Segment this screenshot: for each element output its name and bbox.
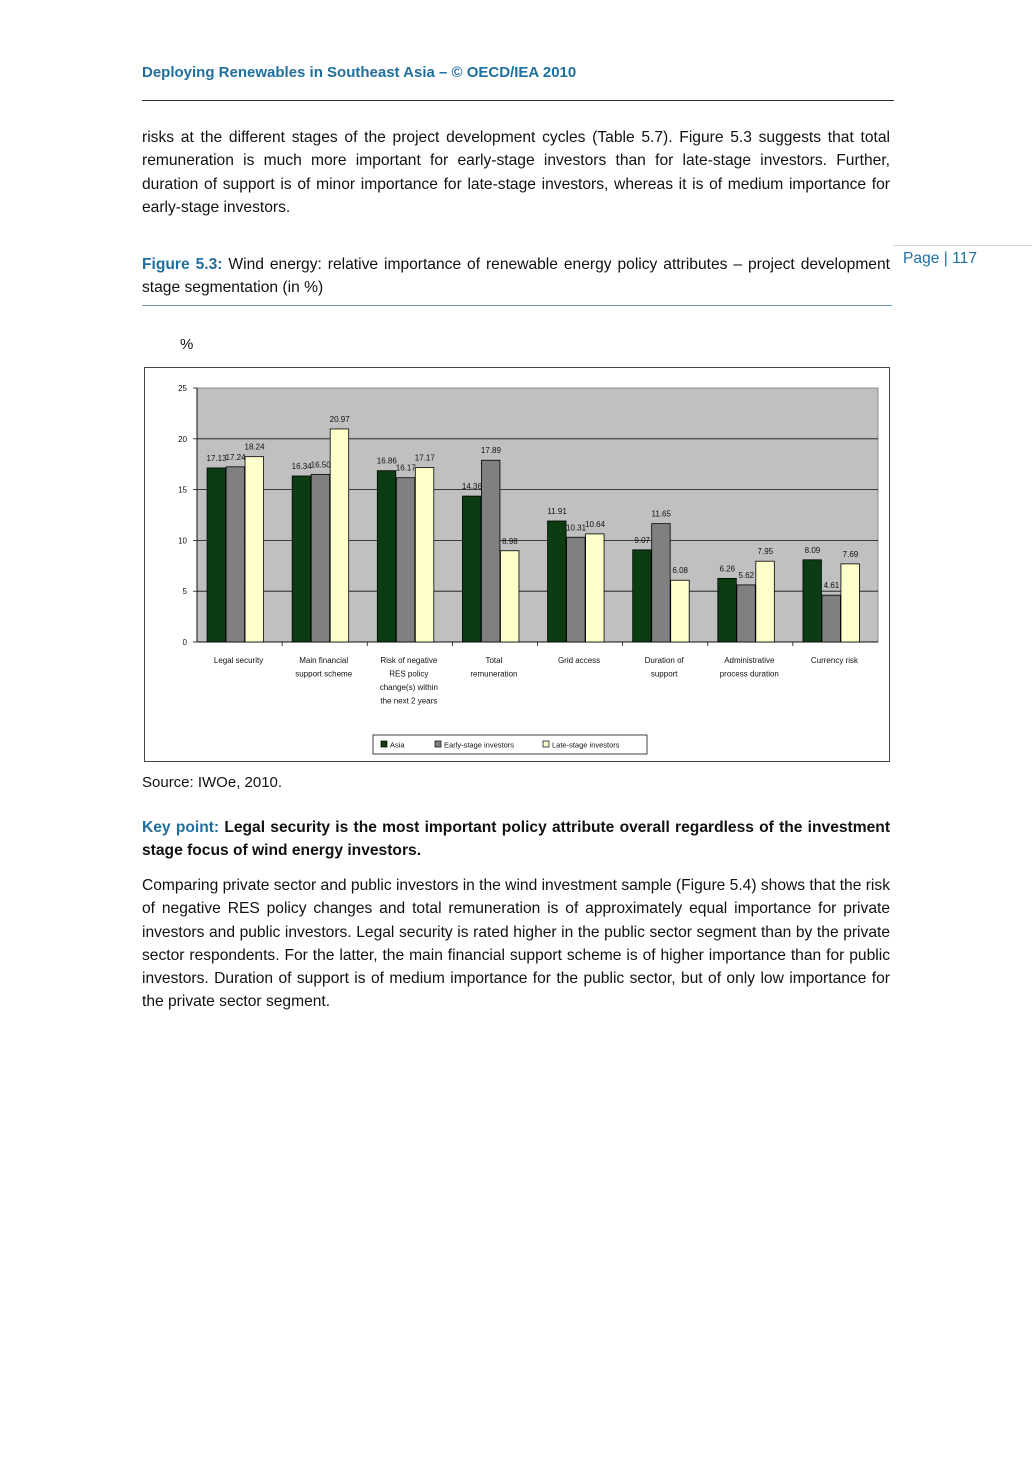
page-number-rule — [893, 245, 1032, 246]
running-header: Deploying Renewables in Southeast Asia –… — [142, 64, 577, 81]
legend-swatch — [542, 740, 550, 748]
bar — [310, 473, 331, 643]
x-tick-label: Total — [485, 656, 502, 665]
bar — [329, 428, 350, 643]
y-tick-label: 10 — [178, 536, 187, 545]
bar — [840, 563, 860, 643]
figure-caption-text: Wind energy: relative importance of rene… — [142, 256, 890, 296]
bar — [500, 550, 520, 643]
x-tick-label: Legal security — [214, 656, 263, 665]
bar — [821, 594, 841, 643]
data-label: 18.24 — [245, 443, 266, 452]
bar — [585, 533, 605, 643]
bar — [566, 536, 586, 643]
x-tick-label: Grid access — [558, 656, 600, 665]
data-label: 14.36 — [462, 482, 483, 491]
data-label: 10.64 — [585, 520, 606, 529]
data-label: 10.31 — [566, 523, 587, 532]
x-tick-label: the next 2 years — [380, 697, 437, 706]
x-tick-label: process duration — [720, 670, 779, 679]
bar — [717, 577, 737, 643]
legend-label: Asia — [390, 741, 405, 750]
x-tick-label: Main financial — [299, 656, 348, 665]
closing-paragraph: Comparing private sector and public inve… — [142, 877, 890, 1011]
chart-unit-label: % — [180, 336, 194, 353]
data-label: 17.13 — [207, 454, 228, 463]
x-tick-label: support scheme — [295, 670, 352, 679]
bar — [670, 579, 690, 643]
bar — [736, 584, 756, 643]
data-label: 4.61 — [824, 581, 840, 590]
bar — [802, 559, 822, 643]
data-label: 16.34 — [292, 462, 313, 471]
legend-swatch — [434, 740, 442, 748]
bar — [395, 477, 416, 643]
legend — [372, 734, 648, 755]
bar — [291, 475, 312, 643]
y-tick-label: 0 — [183, 638, 188, 647]
header-rule — [142, 100, 894, 101]
bar — [206, 467, 226, 643]
data-label: 20.97 — [330, 415, 351, 424]
bar — [376, 470, 397, 643]
x-tick-label: Duration of — [645, 656, 685, 665]
data-label: 17.17 — [415, 454, 436, 463]
x-tick-label: Risk of negative — [380, 656, 437, 665]
legend-label: Early-stage investors — [444, 741, 514, 750]
figure-label: Figure 5.3: — [142, 256, 223, 273]
y-tick-label: 15 — [178, 486, 187, 495]
data-label: 17.24 — [226, 453, 247, 462]
bar — [481, 459, 501, 643]
x-tick-label: change(s) within — [380, 683, 438, 692]
caption-rule — [142, 305, 892, 306]
data-label: 6.08 — [672, 566, 688, 575]
data-label: 9.07 — [634, 536, 650, 545]
figure-caption: Figure 5.3: Wind energy: relative import… — [142, 253, 890, 299]
data-label: 17.89 — [481, 446, 502, 455]
y-tick-label: 25 — [178, 384, 187, 393]
x-tick-label: support — [651, 670, 678, 679]
y-tick-label: 5 — [183, 587, 188, 596]
bar — [244, 456, 264, 643]
bar — [755, 560, 775, 643]
data-label: 11.65 — [651, 510, 671, 519]
y-tick-label: 20 — [178, 435, 187, 444]
data-label: 8.98 — [502, 537, 518, 546]
x-tick-label: remuneration — [470, 670, 517, 679]
intro-paragraph: risks at the different stages of the pro… — [142, 129, 890, 216]
data-label: 8.09 — [805, 546, 821, 555]
bar — [632, 549, 652, 643]
key-point: Key point: Legal security is the most im… — [142, 816, 890, 862]
data-label: 16.50 — [311, 460, 332, 469]
data-label: 7.69 — [843, 550, 859, 559]
key-point-text: Legal security is the most important pol… — [142, 819, 891, 859]
data-label: 16.17 — [396, 464, 417, 473]
page-number: Page | 117 — [903, 250, 977, 267]
bar — [462, 495, 482, 643]
data-label: 5.62 — [739, 571, 755, 580]
bar — [225, 466, 245, 643]
data-label: 16.86 — [377, 457, 398, 466]
legend-swatch — [380, 740, 388, 748]
data-label: 6.26 — [720, 564, 736, 573]
data-label: 7.95 — [758, 547, 774, 556]
bar — [414, 467, 435, 643]
x-tick-label: RES policy — [389, 670, 428, 679]
data-label: 11.91 — [547, 507, 567, 516]
x-tick-label: Administrative — [724, 656, 775, 665]
x-tick-label: Currency risk — [811, 656, 859, 665]
bar — [547, 520, 567, 643]
bar — [651, 523, 671, 643]
figure-source: Source: IWOe, 2010. — [142, 774, 283, 791]
chart-frame: 0 5 10 15 20 25 17.13 17.24 18.24 Legal security 1… — [144, 367, 890, 762]
key-point-label: Key point: — [142, 819, 220, 836]
legend-label: Late-stage investors — [552, 741, 620, 750]
